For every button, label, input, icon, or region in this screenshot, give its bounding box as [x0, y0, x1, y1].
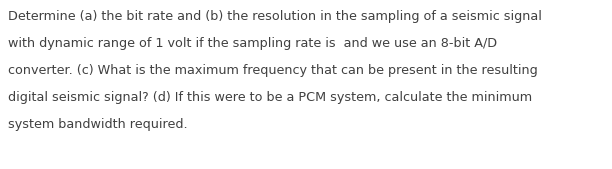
Text: Determine (a) the bit rate and (b) the resolution in the sampling of a seismic s: Determine (a) the bit rate and (b) the r…	[8, 10, 542, 23]
Text: system bandwidth required.: system bandwidth required.	[8, 118, 188, 131]
Text: with dynamic range of 1 volt if the sampling rate is  and we use an 8-bit A/D: with dynamic range of 1 volt if the samp…	[8, 37, 497, 50]
Text: digital seismic signal? (d) If this were to be a PCM system, calculate the minim: digital seismic signal? (d) If this were…	[8, 91, 532, 104]
Text: converter. (c) What is the maximum frequency that can be present in the resultin: converter. (c) What is the maximum frequ…	[8, 64, 538, 77]
